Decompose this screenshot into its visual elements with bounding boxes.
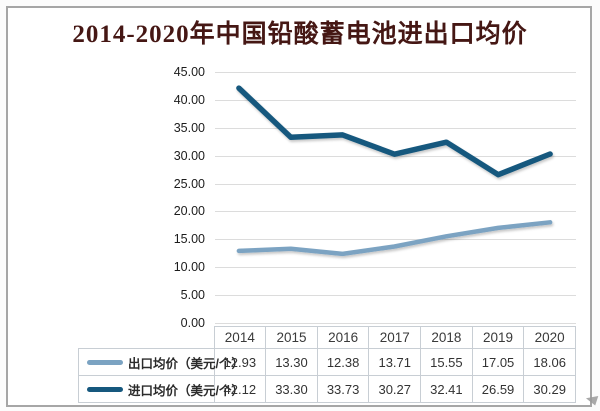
gridline [215, 323, 576, 324]
data-table: 2014 2015 2016 2017 2018 2019 2020 出口均价（美元/个） 12… [78, 326, 576, 403]
gridline [215, 295, 576, 297]
legend-label: 进口均价（美元/个） [128, 383, 244, 398]
legend-cell: 出口均价（美元/个） [78, 348, 244, 376]
value-cell: 13.71 [368, 348, 422, 376]
gridline [215, 127, 576, 129]
value-cell: 30.29 [523, 375, 576, 403]
gridline [215, 211, 576, 213]
legend-line-icon [87, 386, 123, 392]
value-cell: 12.93 [213, 348, 267, 376]
chart-title: 2014-2020年中国铅酸蓄电池进出口均价 [72, 21, 528, 48]
year-header-cell: 2014 [213, 326, 267, 349]
y-tick-label: 25.00 [173, 176, 205, 191]
value-cell: 18.06 [523, 348, 576, 376]
year-header-cell: 2016 [316, 326, 370, 349]
legend-line-icon [87, 359, 123, 365]
value-cell: 26.59 [471, 375, 525, 403]
y-tick-label: 45.00 [173, 65, 205, 79]
value-cell: 33.73 [316, 375, 370, 403]
year-header-cell: 2017 [368, 326, 422, 349]
gridline [215, 267, 576, 269]
value-cell: 17.05 [471, 348, 525, 376]
table-corner-empty-cell [79, 327, 215, 349]
y-tick-label: 15.00 [173, 232, 205, 247]
value-cell: 32.41 [420, 375, 473, 403]
y-tick-label: 5.00 [180, 288, 205, 303]
value-cell: 33.30 [265, 375, 318, 403]
table-row: 出口均价（美元/个） 12.93 13.30 12.38 13.71 15.55 17.05… [78, 348, 576, 376]
value-cell: 15.55 [420, 348, 473, 376]
gridline [215, 183, 576, 185]
y-tick-label: 20.00 [173, 204, 205, 219]
value-cell: 30.27 [368, 375, 422, 403]
y-tick-label: 10.00 [173, 260, 205, 275]
value-cell: 13.30 [265, 348, 318, 376]
gridline [215, 99, 576, 101]
table-row: 进口均价（美元/个） 42.12 33.30 33.73 30.27 32.41 26.59… [78, 375, 576, 403]
y-tick-label: 35.00 [173, 120, 205, 135]
value-cell: 12.38 [316, 348, 370, 376]
year-header-cell: 2020 [523, 326, 576, 349]
legend-cell: 进口均价（美元/个） [78, 375, 244, 403]
year-header-cell: 2018 [420, 326, 473, 349]
gridline [215, 239, 576, 241]
value-cell: 42.12 [213, 375, 267, 403]
y-tick-label: 0.00 [180, 316, 205, 330]
y-tick-label: 30.00 [173, 148, 205, 163]
y-tick-label: 40.00 [173, 92, 205, 107]
gridline [215, 155, 576, 157]
gridline [215, 72, 576, 73]
year-header-cell: 2015 [265, 326, 318, 349]
year-header-cell: 2019 [471, 326, 525, 349]
legend-label: 出口均价（美元/个） [128, 356, 244, 371]
